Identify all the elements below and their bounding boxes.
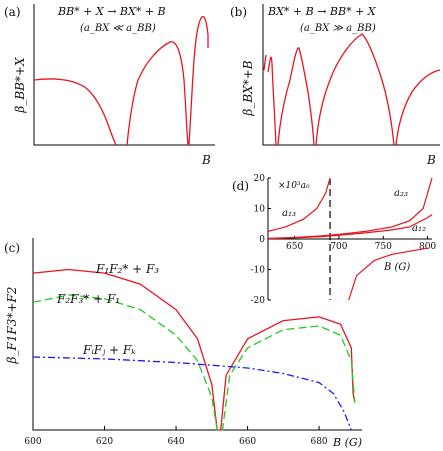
panel-c-label: (c) (4, 241, 20, 255)
panel-c-series-line (32, 294, 356, 431)
panel-d-xtick-label: 650 (286, 242, 303, 252)
panel-d-xlabel: B (G) (383, 262, 410, 273)
panel-c-xtick-label: 680 (310, 437, 327, 447)
panel-d-series-line (267, 177, 331, 232)
panel-c-blue-label: FᵢFⱼ + Fₖ (82, 343, 136, 357)
panel-c-red-label: F₁F₂* + F₃ (95, 262, 159, 276)
panel-d-a12-label: a₁₂ (412, 223, 426, 234)
panel-a-condition: (a_BX ≪ a_BB) (80, 23, 156, 34)
panel-c-xtick-label: 600 (24, 437, 41, 447)
panel-d-xtick-label: 800 (419, 242, 436, 252)
panel-c-axes (32, 238, 362, 431)
panel-d-series-line (267, 214, 433, 240)
panel-c-xtick-label: 620 (96, 437, 113, 447)
panel-b-condition: (a_BX ≫ a_BB) (300, 23, 376, 34)
panel-a-reaction: BB* + X → BX* + B (57, 5, 166, 18)
panel-c-series-line (32, 356, 352, 431)
panel-c-series (32, 268, 356, 431)
panel-b-label: (b) (230, 5, 247, 19)
panel-c: (c) β_F1F3*+F2 600 620 640 660 680 F₁F₂* + F… (4, 238, 362, 449)
panel-b: (b) BX* + B → BB* + X (a_BX ≫ a_BB) β_BX… (230, 4, 441, 167)
panel-d-ytick-label: 0 (259, 235, 265, 245)
panel-a-curve (33, 15, 209, 146)
panel-d-series-line (348, 247, 428, 301)
panel-b-reaction: BX* + B → BB* + X (267, 5, 377, 18)
panel-a: (a) BB* + X → BX* + B (a_BX ≪ a_BB) β_BB… (4, 4, 215, 167)
panel-d-unit: ×10³a₀ (278, 181, 310, 191)
panel-c-ylabel: β_F1F3*+F2 (5, 287, 19, 365)
panel-d-a23-label: a₂₃ (394, 188, 408, 199)
panel-a-label: (a) (4, 5, 21, 19)
panel-d-xticks: 650 700 750 800 (286, 236, 436, 252)
panel-d-xtick-label: 700 (330, 242, 347, 252)
panel-c-xtick-label: 660 (239, 437, 256, 447)
panel-d-series (267, 177, 433, 301)
panel-a-xlabel: B (201, 153, 211, 167)
panel-b-xlabel: B (426, 153, 436, 167)
panel-b-curve (263, 33, 441, 146)
panel-d-a13-label: a₁₃ (282, 208, 296, 219)
panel-d-ytick-label: -10 (251, 266, 266, 276)
panel-c-xtick-label: 640 (167, 437, 184, 447)
panel-d-ytick-label: 10 (254, 205, 266, 215)
panel-d-label: (d) (232, 179, 249, 193)
panel-a-ylabel: β_BB*+X (13, 57, 27, 114)
panel-d-ytick-label: -20 (251, 296, 266, 306)
panel-a-axes (33, 4, 215, 146)
panel-c-xticks: 600 620 640 660 680 (24, 426, 328, 447)
panel-c-series-line (32, 268, 356, 431)
panel-d-ytick-label: 20 (254, 174, 266, 184)
panel-d-yticks: 20 10 0 -10 -20 (251, 174, 271, 306)
panel-b-axes (262, 4, 440, 146)
panel-b-ylabel: β_BX*+B (241, 60, 255, 116)
panel-c-green-label: F₂F₃* + F₁ (56, 292, 120, 306)
panel-d-xtick-label: 750 (375, 242, 392, 252)
panel-c-xlabel: B (G) (332, 436, 362, 449)
